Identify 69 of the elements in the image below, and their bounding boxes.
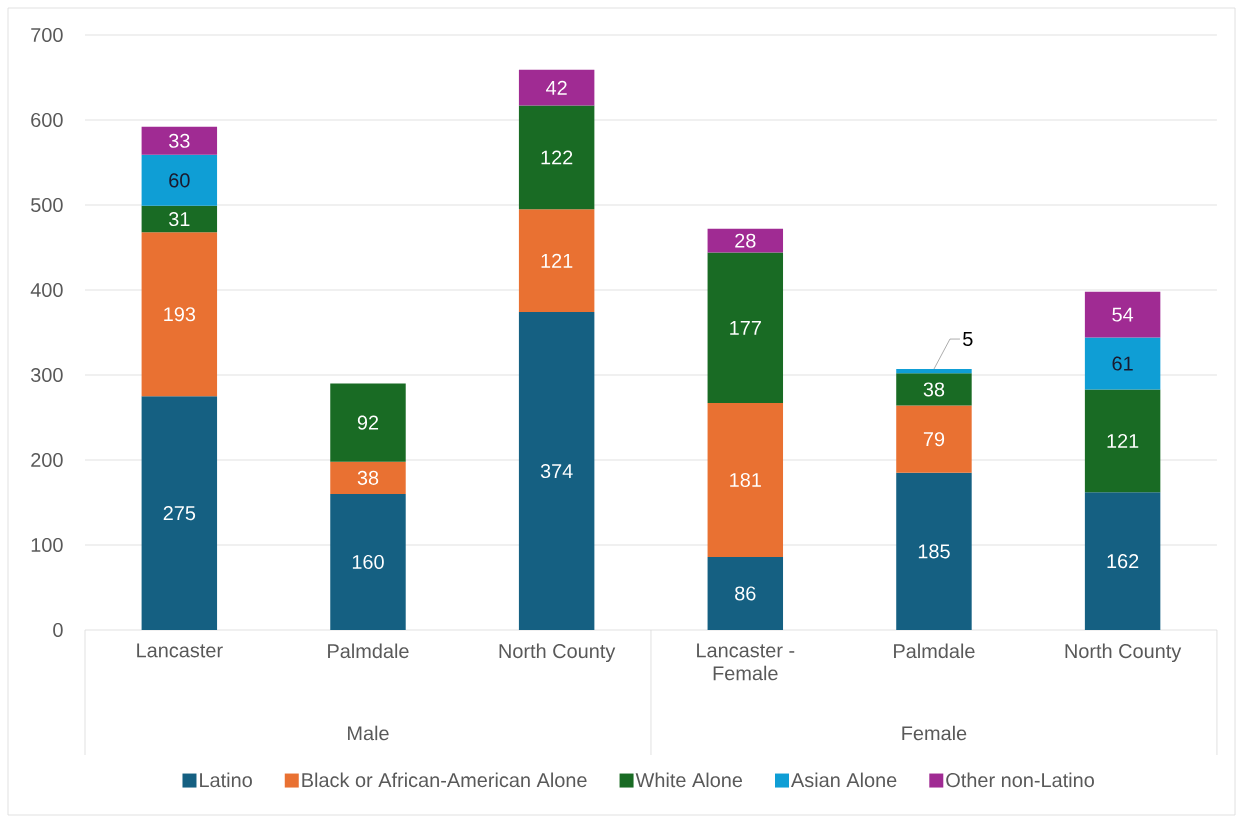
data-label: 28: [735, 233, 756, 248]
data-label: 122: [541, 150, 573, 165]
text: Male: [348, 725, 389, 741]
data-label: 160: [352, 554, 384, 570]
x-tick-label: Lancaster: [137, 643, 223, 658]
data-label: 185: [918, 544, 950, 559]
data-label: 193: [164, 307, 196, 322]
bar: [1084, 337, 1161, 390]
data-label: 177: [730, 320, 761, 335]
x-tick-label: Lancaster - Female: [697, 643, 795, 681]
y-tick-label: 700: [31, 27, 63, 43]
y-tick-label: 200: [31, 452, 63, 468]
data-label: 181: [730, 472, 761, 488]
data-label: 60: [169, 173, 190, 188]
data-label: 121: [541, 253, 573, 268]
y-tick-label: 0: [53, 622, 63, 638]
data-label: 42: [546, 80, 567, 95]
bar: [141, 154, 218, 206]
data-label: 92: [357, 415, 379, 430]
data-label: 38: [923, 382, 945, 397]
bar: [518, 312, 595, 630]
bar: [141, 126, 218, 155]
bar: [896, 373, 972, 406]
data-label: 31: [169, 211, 190, 227]
data-label: 79: [923, 432, 945, 447]
bar: [330, 494, 406, 630]
bar: [1084, 291, 1161, 338]
data-label: 61: [1112, 356, 1133, 371]
data-label: 374: [540, 464, 573, 479]
bar: [330, 383, 406, 462]
y-tick-label: 100: [31, 537, 63, 553]
legend-label: Latino: [200, 772, 252, 788]
x-tick-label: North County: [499, 643, 616, 663]
bar: [518, 105, 595, 210]
data-label: 275: [163, 506, 196, 521]
y-tick-label: 300: [31, 367, 63, 383]
data-label: 162: [1107, 554, 1139, 569]
y-tick-label: 400: [30, 282, 63, 298]
bar: [141, 232, 218, 397]
bar: [330, 461, 406, 494]
bar: [518, 209, 595, 313]
bar: [896, 405, 972, 473]
legend-label: Other non-Latino: [946, 772, 1094, 788]
bar: [518, 69, 595, 106]
y-tick-label: 500: [31, 197, 63, 213]
legend-label: Black or African-American Alone: [302, 772, 587, 788]
bar: [707, 556, 784, 630]
bar: [896, 472, 972, 630]
bar: [896, 369, 972, 374]
bar: [1084, 492, 1161, 630]
x-tick-label: Palmdale: [328, 643, 409, 659]
x-tick-label: Palmdale: [894, 643, 975, 659]
legend-label: Asian Alone: [791, 772, 897, 788]
bar: [141, 205, 218, 233]
data-label: 86: [735, 586, 756, 601]
data-label: 5: [963, 332, 973, 346]
bar: [141, 396, 218, 630]
data-label: 33: [169, 133, 190, 148]
data-label: 121: [1107, 433, 1139, 448]
bar: [707, 403, 784, 557]
data-label: 38: [357, 470, 379, 485]
bar: [1084, 389, 1161, 493]
bar: [707, 228, 784, 253]
text: Female: [902, 725, 967, 741]
data-label: 54: [1112, 307, 1134, 322]
legend-label: White Alone: [635, 772, 743, 788]
bar: [707, 252, 784, 404]
x-tick-label: North County: [1065, 643, 1182, 663]
y-tick-label: 600: [31, 112, 63, 128]
